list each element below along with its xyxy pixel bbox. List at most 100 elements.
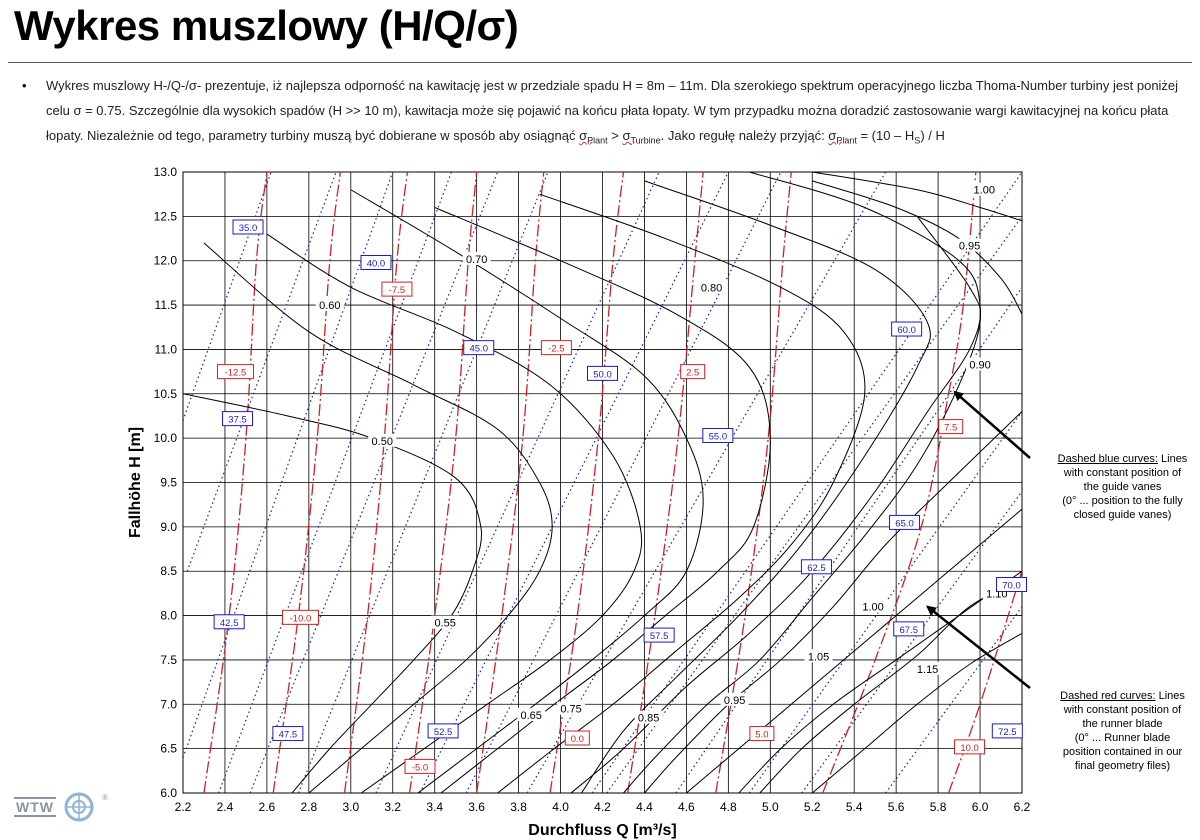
runner-blade-label-box bbox=[954, 739, 986, 755]
guide-vane-label: 67.5 bbox=[899, 625, 918, 636]
sigma-label: 0.70 bbox=[466, 254, 487, 266]
guide-vane-label-box bbox=[360, 254, 392, 270]
guide-vane-line bbox=[183, 172, 272, 421]
guide-vane-label-box bbox=[222, 411, 254, 427]
guide-vane-label: 62.5 bbox=[807, 563, 826, 574]
x-tick-label: 4.8 bbox=[720, 800, 737, 814]
sigma-label: 1.05 bbox=[808, 651, 829, 663]
runner-blade-label: -12.5 bbox=[225, 368, 247, 379]
runner-blade-line bbox=[549, 172, 625, 793]
runner-blade-label-box bbox=[564, 730, 590, 746]
runner-blade-label-box bbox=[540, 340, 572, 356]
runner-blade-label-box bbox=[404, 758, 436, 774]
y-tick-label: 12.5 bbox=[154, 209, 178, 223]
sigma-label-bg bbox=[859, 599, 888, 613]
para-text-mid: > bbox=[607, 128, 623, 143]
annotation-blue-title: Dashed blue curves: bbox=[1057, 453, 1158, 465]
sigma-label-bg bbox=[804, 649, 833, 663]
sigma-label: 0.95 bbox=[959, 241, 980, 253]
guide-vane-line bbox=[675, 286, 1022, 793]
guide-vane-label-box bbox=[893, 621, 925, 637]
guide-vane-label: 47.5 bbox=[279, 730, 298, 741]
y-tick-label: 7.5 bbox=[160, 653, 177, 667]
x-tick-label: 6.0 bbox=[972, 800, 989, 814]
x-tick-label: 2.2 bbox=[175, 800, 192, 814]
runner-blade-line bbox=[343, 172, 409, 793]
page-title: Wykres muszlowy (H/Q/σ) bbox=[14, 2, 519, 49]
guide-vane-label-box bbox=[891, 321, 923, 337]
sigma-label-bg bbox=[634, 710, 663, 724]
sigma-label: 1.00 bbox=[974, 185, 995, 197]
title-divider bbox=[8, 62, 1192, 63]
para-text-3: = (10 – H bbox=[856, 128, 915, 143]
guide-vane-label-box bbox=[463, 340, 495, 356]
y-tick-label: 11.5 bbox=[155, 298, 178, 312]
y-tick-label: 8.0 bbox=[160, 609, 177, 623]
x-tick-label: 4.2 bbox=[594, 800, 611, 814]
annotation-blue: Dashed blue curves: Lines with constant … bbox=[1057, 453, 1188, 521]
sigma-label-bg bbox=[697, 280, 726, 294]
guide-vane-label: 57.5 bbox=[650, 631, 669, 642]
sigma-label: 0.80 bbox=[701, 282, 722, 294]
guide-vane-label: 35.0 bbox=[239, 223, 258, 234]
y-tick-label: 9.5 bbox=[160, 476, 177, 490]
guide-vane-label: 50.0 bbox=[593, 369, 612, 380]
sigma-contour bbox=[644, 411, 1022, 793]
sigma-label-bg bbox=[517, 707, 546, 721]
sigma-label-bg bbox=[970, 182, 999, 196]
runner-blade-label-box bbox=[381, 281, 413, 297]
x-tick-label: 2.6 bbox=[259, 800, 276, 814]
y-tick-label: 11.0 bbox=[155, 342, 178, 356]
guide-vane-label-box bbox=[991, 723, 1023, 739]
sigma-contour bbox=[434, 207, 771, 793]
sigma-label: 0.75 bbox=[560, 704, 581, 716]
annotation-red-title: Dashed red curves: bbox=[1060, 690, 1156, 702]
y-tick-label: 10.0 bbox=[154, 431, 178, 445]
runner-blade-label: -7.5 bbox=[389, 285, 405, 296]
runner-blade-label: 10.0 bbox=[960, 743, 979, 754]
sigma-label-bg bbox=[913, 661, 942, 675]
sigma-label: 0.65 bbox=[520, 710, 541, 722]
y-tick-label: 10.5 bbox=[154, 387, 178, 401]
runner-blade-label-box bbox=[216, 364, 254, 380]
y-tick-label: 6.5 bbox=[160, 742, 177, 756]
sigma-contour bbox=[811, 632, 1022, 793]
guide-vane-label-box bbox=[427, 723, 459, 739]
plot-frame bbox=[182, 171, 1023, 794]
guide-vane-line bbox=[183, 172, 394, 758]
description-paragraph: Wykres muszlowy H-/Q-/σ- prezentuje, iż … bbox=[46, 73, 1186, 154]
para-text-2: . Jako regułę należy przyjąć: bbox=[660, 128, 829, 143]
runner-blade-label: -2.5 bbox=[548, 344, 564, 355]
runner-blade-label: 0.0 bbox=[571, 734, 584, 745]
sigma-label: 0.55 bbox=[434, 618, 455, 630]
sigma-contour bbox=[203, 242, 553, 793]
x-tick-label: 4.4 bbox=[636, 800, 653, 814]
runner-blade-label-box bbox=[281, 609, 319, 625]
sigma-contour bbox=[759, 579, 1022, 793]
x-tick-label: 4.6 bbox=[678, 800, 695, 814]
runner-blade-label-box bbox=[938, 419, 964, 435]
logo-text: WTW bbox=[14, 797, 56, 817]
guide-vane-label-box bbox=[996, 577, 1028, 593]
guide-vane-line bbox=[419, 172, 729, 793]
sigma-contour bbox=[570, 172, 981, 793]
guide-vane-label-box bbox=[702, 427, 734, 443]
guide-vane-line bbox=[375, 172, 660, 793]
runner-blade-line bbox=[408, 172, 478, 793]
sigma-contour bbox=[497, 193, 866, 793]
x-tick-label: 3.4 bbox=[426, 800, 443, 814]
runner-blade-line bbox=[715, 172, 792, 793]
sigma-contour bbox=[350, 189, 704, 793]
sigma-label: 0.50 bbox=[372, 436, 393, 448]
sigma-contour bbox=[183, 393, 482, 793]
annotation-red: Dashed red curves: Lines with constant p… bbox=[1060, 690, 1185, 772]
guide-vane-label: 52.5 bbox=[434, 727, 453, 738]
sigma-label-bg bbox=[966, 357, 995, 371]
annotation-arrow bbox=[926, 605, 1031, 689]
guide-vane-label: 37.5 bbox=[228, 415, 247, 426]
sigma-turbine: σTurbine bbox=[622, 128, 661, 146]
sigma-label-bg bbox=[955, 238, 984, 252]
sigma-contour bbox=[623, 216, 982, 793]
guide-vane-label-box bbox=[889, 514, 921, 530]
